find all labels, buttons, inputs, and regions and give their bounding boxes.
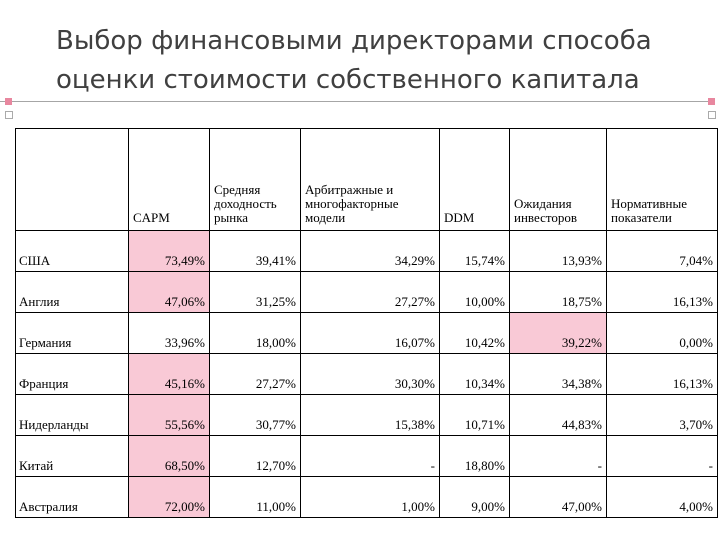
market-return-cell: 11,00% bbox=[209, 476, 301, 518]
market-return-cell: 12,70% bbox=[209, 435, 301, 477]
outline-square-decoration bbox=[708, 111, 716, 119]
table-header-row: CAPM Средняя доходность рынка Арбитражны… bbox=[15, 128, 718, 231]
expectations-cell: 44,83% bbox=[509, 394, 607, 436]
table-row: США 73,49% 39,41% 34,29% 15,74% 13,93% 7… bbox=[15, 230, 718, 272]
country-cell: Германия bbox=[15, 312, 129, 354]
country-cell: Нидерланды bbox=[15, 394, 129, 436]
market-return-cell: 18,00% bbox=[209, 312, 301, 354]
title-divider-line bbox=[0, 101, 708, 102]
ddm-cell: 15,74% bbox=[439, 230, 510, 272]
regulatory-cell: 7,04% bbox=[606, 230, 718, 272]
expectations-cell: 13,93% bbox=[509, 230, 607, 272]
slide-title: Выбор финансовыми директорами способа оц… bbox=[56, 26, 652, 95]
arbitrage-cell: - bbox=[300, 435, 440, 477]
country-cell: Франция bbox=[15, 353, 129, 395]
capm-cell: 47,06% bbox=[128, 271, 210, 313]
outline-square-decoration bbox=[5, 111, 13, 119]
table-row: Нидерланды 55,56% 30,77% 15,38% 10,71% 4… bbox=[15, 394, 718, 436]
ddm-cell: 9,00% bbox=[439, 476, 510, 518]
capm-cell: 68,50% bbox=[128, 435, 210, 477]
table-row: Австралия 72,00% 11,00% 1,00% 9,00% 47,0… bbox=[15, 476, 718, 518]
regulatory-cell: 0,00% bbox=[606, 312, 718, 354]
capm-cell: 55,56% bbox=[128, 394, 210, 436]
pink-square-decoration bbox=[708, 98, 715, 105]
ddm-cell: 10,34% bbox=[439, 353, 510, 395]
table-row: Германия 33,96% 18,00% 16,07% 10,42% 39,… bbox=[15, 312, 718, 354]
capm-cell: 33,96% bbox=[128, 312, 210, 354]
capm-cell: 45,16% bbox=[128, 353, 210, 395]
header-regulatory-indicators: Нормативные показатели bbox=[606, 128, 718, 231]
table-row: Франция 45,16% 27,27% 30,30% 10,34% 34,3… bbox=[15, 353, 718, 395]
header-investor-expectations: Ожидания инвесторов bbox=[509, 128, 607, 231]
ddm-cell: 10,00% bbox=[439, 271, 510, 313]
ddm-cell: 18,80% bbox=[439, 435, 510, 477]
table-row: Англия 47,06% 31,25% 27,27% 10,00% 18,75… bbox=[15, 271, 718, 313]
regulatory-cell: - bbox=[606, 435, 718, 477]
arbitrage-cell: 15,38% bbox=[300, 394, 440, 436]
pink-square-decoration bbox=[5, 98, 12, 105]
regulatory-cell: 16,13% bbox=[606, 353, 718, 395]
header-arbitrage-models: Арбитражные и многофакторные модели bbox=[300, 128, 440, 231]
expectations-cell: - bbox=[509, 435, 607, 477]
capm-cell: 73,49% bbox=[128, 230, 210, 272]
expectations-cell: 47,00% bbox=[509, 476, 607, 518]
arbitrage-cell: 1,00% bbox=[300, 476, 440, 518]
regulatory-cell: 3,70% bbox=[606, 394, 718, 436]
header-capm: CAPM bbox=[128, 128, 210, 231]
ddm-cell: 10,71% bbox=[439, 394, 510, 436]
header-market-return: Средняя доходность рынка bbox=[209, 128, 301, 231]
header-ddm: DDM bbox=[439, 128, 510, 231]
expectations-cell: 34,38% bbox=[509, 353, 607, 395]
regulatory-cell: 16,13% bbox=[606, 271, 718, 313]
capm-cell: 72,00% bbox=[128, 476, 210, 518]
market-return-cell: 31,25% bbox=[209, 271, 301, 313]
country-cell: Австралия bbox=[15, 476, 129, 518]
arbitrage-cell: 16,07% bbox=[300, 312, 440, 354]
expectations-cell: 39,22% bbox=[509, 312, 607, 354]
regulatory-cell: 4,00% bbox=[606, 476, 718, 518]
arbitrage-cell: 30,30% bbox=[300, 353, 440, 395]
market-return-cell: 39,41% bbox=[209, 230, 301, 272]
country-cell: Англия bbox=[15, 271, 129, 313]
market-return-cell: 27,27% bbox=[209, 353, 301, 395]
arbitrage-cell: 27,27% bbox=[300, 271, 440, 313]
ddm-cell: 10,42% bbox=[439, 312, 510, 354]
country-cell: Китай bbox=[15, 435, 129, 477]
country-cell: США bbox=[15, 230, 129, 272]
expectations-cell: 18,75% bbox=[509, 271, 607, 313]
table-row: Китай 68,50% 12,70% - 18,80% - - bbox=[15, 435, 718, 477]
arbitrage-cell: 34,29% bbox=[300, 230, 440, 272]
finance-methods-table: CAPM Средняя доходность рынка Арбитражны… bbox=[15, 128, 718, 518]
header-corner bbox=[15, 128, 129, 231]
market-return-cell: 30,77% bbox=[209, 394, 301, 436]
